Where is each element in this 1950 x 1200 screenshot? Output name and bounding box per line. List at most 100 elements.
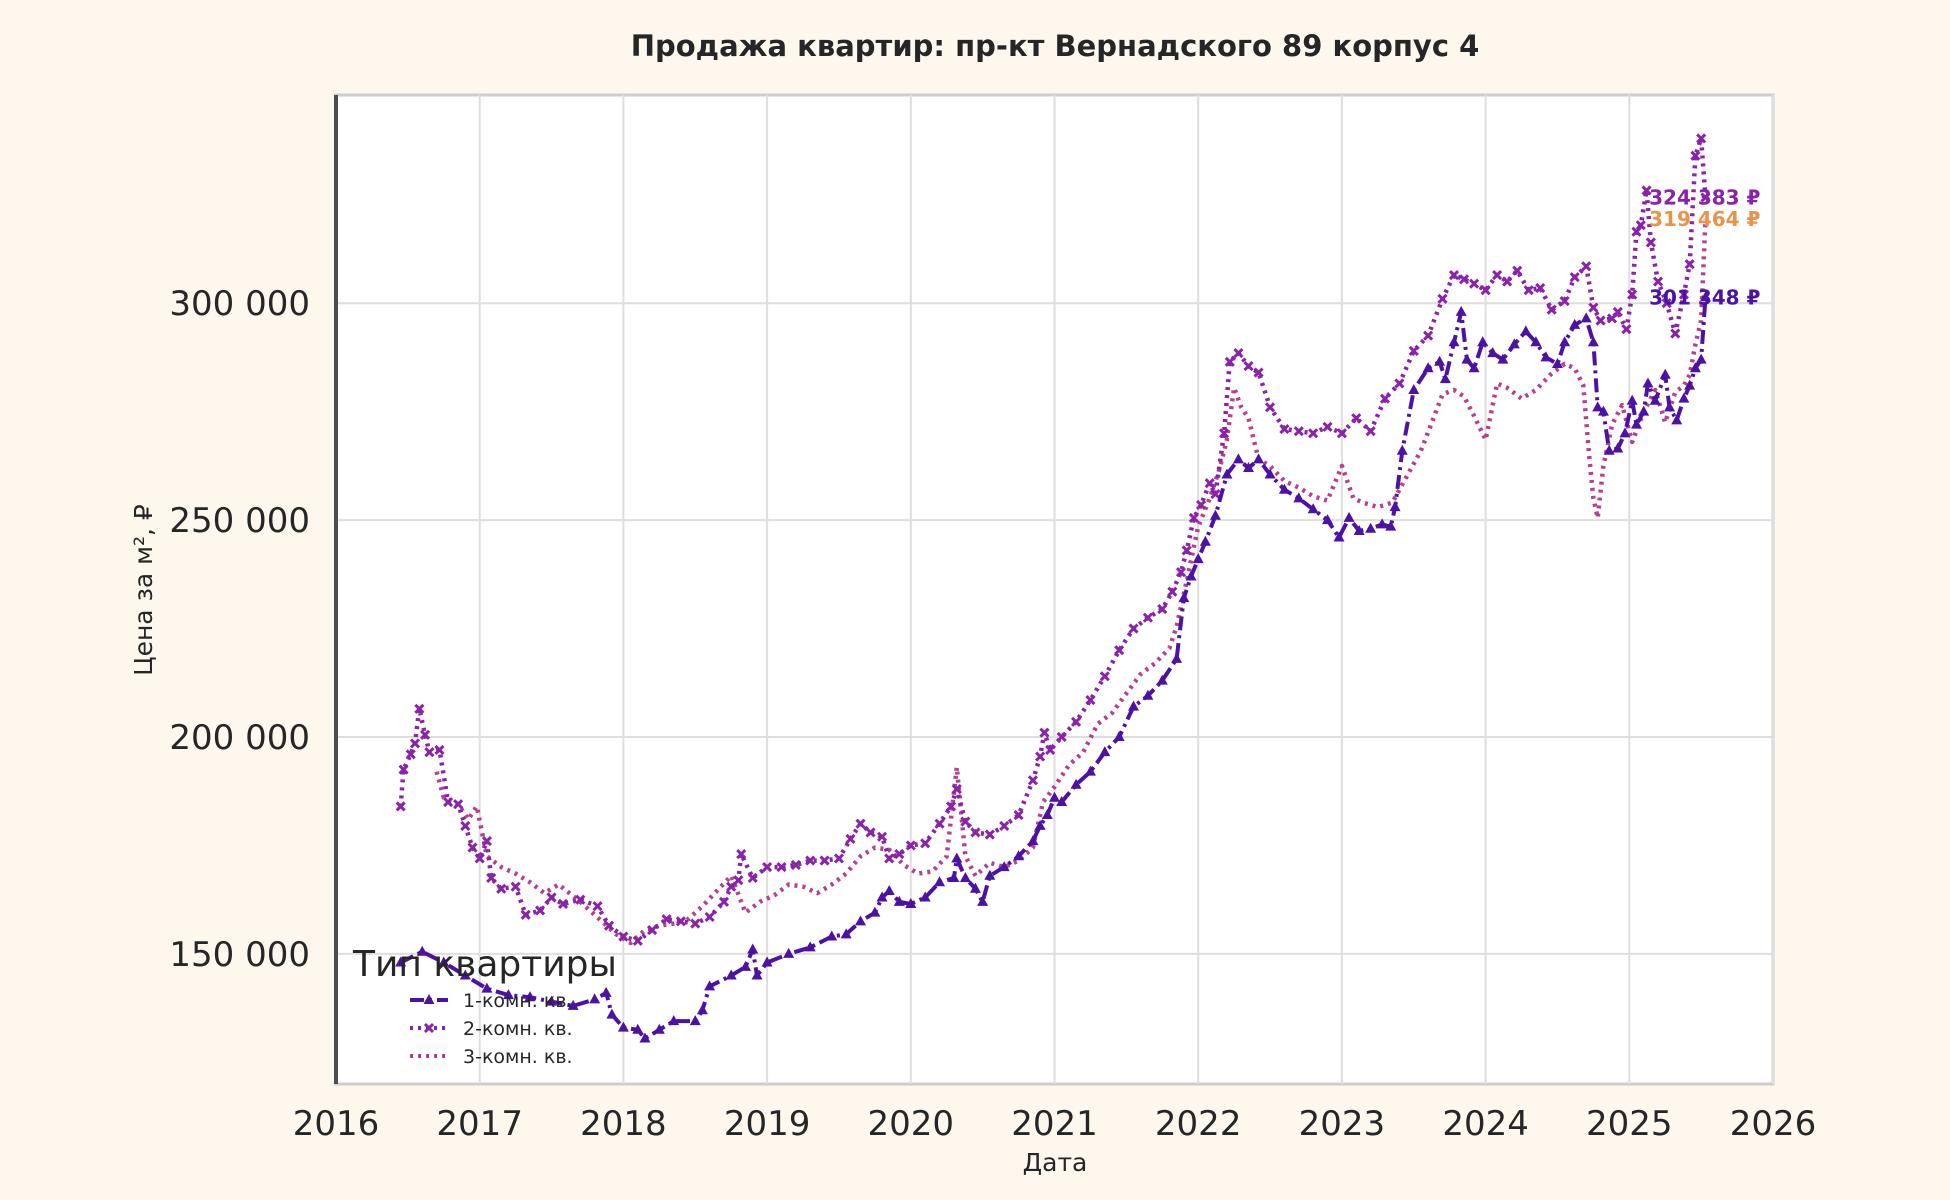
series-2-point bbox=[1535, 282, 1546, 294]
series-2-point bbox=[845, 833, 856, 844]
series-1-point bbox=[1353, 524, 1365, 535]
series-1-point bbox=[1278, 483, 1290, 494]
x-tick-label: 2016 bbox=[293, 1104, 380, 1144]
series-1-point bbox=[740, 960, 752, 971]
series-2-point bbox=[833, 853, 845, 864]
series-2-point bbox=[747, 872, 758, 884]
series-2-point bbox=[1408, 345, 1419, 356]
series-2-point bbox=[1394, 378, 1405, 389]
series-1-point bbox=[1389, 501, 1401, 512]
series-2-point bbox=[1492, 269, 1503, 281]
series-1-point bbox=[1343, 511, 1355, 522]
series-1-point bbox=[1649, 394, 1661, 405]
series-2-point bbox=[1546, 304, 1557, 315]
series-1-point bbox=[395, 956, 407, 967]
series-1-point bbox=[1559, 336, 1571, 347]
series-1-point bbox=[1156, 674, 1168, 685]
series-1-point bbox=[969, 882, 981, 893]
series-2-point bbox=[632, 935, 643, 946]
series-2-point bbox=[690, 918, 701, 929]
series-2-point bbox=[675, 916, 686, 927]
x-tick-label: 2019 bbox=[724, 1104, 811, 1144]
series-2-point bbox=[762, 862, 773, 873]
series-1-point bbox=[1192, 553, 1204, 564]
series-1-point bbox=[1530, 336, 1542, 347]
legend-item-1-label: 1-комн. кв. bbox=[463, 990, 573, 1012]
legend-item-2: 2-комн. кв. bbox=[410, 1018, 573, 1040]
series-2-point bbox=[1448, 269, 1460, 281]
series-2-point bbox=[1085, 695, 1096, 706]
series-2-point bbox=[1322, 421, 1333, 432]
series-2-point bbox=[970, 827, 981, 838]
series-1-point bbox=[1580, 312, 1592, 323]
series-1-line bbox=[399, 297, 1708, 1041]
series-1-point bbox=[524, 991, 536, 1002]
series-2-point bbox=[865, 827, 876, 838]
series-2-point bbox=[1437, 293, 1448, 304]
series-2-point bbox=[1210, 489, 1221, 500]
series-2-point bbox=[1645, 237, 1656, 248]
series-1-point bbox=[459, 969, 471, 980]
series-1-point bbox=[546, 995, 558, 1006]
x-tick-label: 2017 bbox=[436, 1104, 523, 1144]
series-2-point bbox=[876, 831, 888, 842]
series-2-point bbox=[1027, 775, 1039, 786]
series-2 bbox=[395, 133, 1711, 946]
series-2-point bbox=[1264, 402, 1276, 413]
series-2-point bbox=[467, 842, 478, 853]
series-2-point bbox=[443, 796, 454, 808]
series-1-point bbox=[589, 993, 601, 1004]
series-2-point bbox=[1365, 426, 1376, 437]
series-2-point bbox=[1559, 295, 1570, 307]
series-2-point bbox=[510, 881, 521, 892]
x-tick-label: 2024 bbox=[1442, 1104, 1529, 1144]
series-2-point bbox=[1588, 302, 1599, 313]
series-2-end-label: 324 383 ₽ bbox=[1649, 185, 1760, 209]
series-1-point bbox=[1293, 492, 1305, 503]
series-2-point bbox=[855, 818, 866, 829]
series-1-point bbox=[1142, 689, 1154, 700]
series-2-point bbox=[984, 829, 995, 840]
series-2-point bbox=[736, 849, 747, 860]
series-2-point bbox=[420, 729, 431, 740]
series-1-point bbox=[1684, 379, 1696, 390]
series-2-point bbox=[1224, 356, 1235, 367]
legend-items: 1-комн. кв. 2-комн. кв. 3-комн. кв. bbox=[410, 990, 573, 1068]
series-1-point bbox=[1592, 401, 1604, 412]
y-tick-label: 250 000 bbox=[169, 501, 310, 541]
series-2-point bbox=[534, 905, 546, 916]
series-1-point bbox=[934, 876, 946, 887]
series-1-point bbox=[1448, 336, 1460, 347]
series-1-point bbox=[1013, 850, 1025, 861]
series-1-point bbox=[1439, 373, 1451, 384]
series-1-point bbox=[1642, 377, 1654, 388]
series-2-point bbox=[805, 855, 816, 866]
series-2-point bbox=[409, 738, 421, 749]
series-2-point bbox=[945, 801, 957, 812]
series-2-point bbox=[481, 836, 492, 847]
series-2-point bbox=[1569, 272, 1580, 283]
series-2-point bbox=[920, 838, 931, 849]
series-1-point bbox=[606, 1008, 618, 1019]
series-2-point bbox=[1379, 393, 1391, 404]
series-1-point bbox=[1232, 453, 1244, 464]
series-1-point bbox=[1041, 809, 1053, 820]
grid bbox=[335, 95, 1774, 1084]
series-1-point bbox=[416, 945, 428, 956]
series-1-point bbox=[959, 871, 971, 882]
series-1-point bbox=[1199, 535, 1211, 546]
series-1-point bbox=[826, 930, 838, 941]
series-3-end-label: 319 464 ₽ bbox=[1649, 207, 1760, 231]
end-labels: 301 348 ₽ 324 383 ₽319 464 ₽ bbox=[1649, 185, 1760, 309]
series-1-point bbox=[1434, 355, 1446, 366]
legend-title: Тип квартиры bbox=[352, 944, 617, 985]
series-1-point bbox=[876, 891, 888, 902]
series-2-point bbox=[1219, 428, 1230, 439]
x-tick-label: 2025 bbox=[1586, 1104, 1673, 1144]
series-1-point bbox=[1049, 791, 1060, 802]
series-1-point bbox=[689, 1015, 701, 1026]
series-1-point bbox=[1597, 405, 1609, 416]
series-2-point bbox=[718, 896, 730, 907]
x-tick-label: 2023 bbox=[1299, 1104, 1386, 1144]
chart-title: Продажа квартир: пр-кт Вернадского 89 ко… bbox=[631, 29, 1480, 63]
